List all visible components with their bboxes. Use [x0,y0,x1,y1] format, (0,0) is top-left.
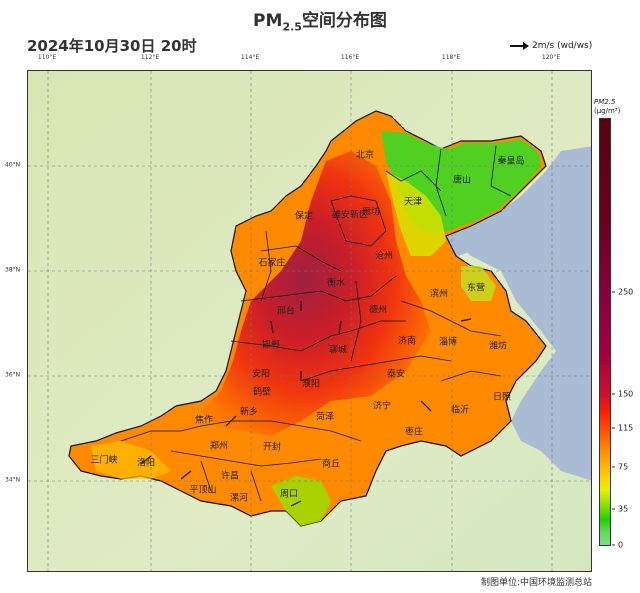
city-label: 衡水 [326,278,346,289]
sea-area [461,146,591,481]
lon-tick: 112°E [140,54,160,61]
city-label: 洛阳 [136,458,156,469]
colorbar-tick-label: 35 [618,504,629,514]
lat-tick: 36°N [5,371,21,379]
colorbar-title-unit: (μg/m³) [594,107,621,115]
city-label: 许昌 [220,471,240,482]
city-label: 三门峡 [90,455,118,466]
wind-arrows [140,301,472,507]
city-label: 濮阳 [301,379,321,390]
city-label: 安阳 [251,369,271,380]
colorbar-tick: 0 [612,541,623,550]
city-label: 开封 [262,442,282,453]
colorbar-tick-label: 250 [618,287,634,297]
city-label: 滨州 [429,289,449,300]
city-label: 泰安 [386,369,406,380]
city-label: 唐山 [452,175,472,186]
lon-tick: 118°E [441,54,461,61]
wind-legend: 2m/s (wd/ws) [510,41,592,51]
city-label: 北京 [355,150,375,161]
city-label: 廊坊 [361,207,381,218]
city-label: 雄安新区 [331,210,369,221]
city-label: 邢台 [276,306,296,317]
city-label: 平顶山 [189,485,217,496]
map-panel[interactable]: 北京 秦皇岛 唐山 天津 保定 雄安新区 廊坊 沧州 石家庄 衡水 东营 滨州 … [27,70,592,572]
city-label: 焦作 [194,415,214,426]
colorbar-tick-label: 75 [618,462,629,472]
title-suffix: 空间分布图 [301,11,387,31]
wind-legend-label: 2m/s (wd/ws) [532,41,593,51]
chart-title: PM2.5空间分布图 [0,6,640,33]
city-label: 济南 [397,336,417,347]
city-label: 新乡 [239,407,259,418]
lat-tick: 38°N [5,266,21,274]
title-main: PM [253,11,283,31]
colorbar [599,118,611,546]
colorbar-tick: 115 [612,424,633,433]
colorbar-tick: 75 [612,463,628,472]
city-label: 德州 [368,305,388,316]
lat-tick: 40°N [5,161,21,169]
high-pollution-zone [201,151,431,436]
city-label: 鹤壁 [252,387,272,398]
city-label: 周口 [279,489,299,500]
city-label: 潍坊 [488,341,508,352]
lat-tick: 34°N [5,476,21,484]
attribution: 制图单位:中国环境监测总站 [480,578,592,588]
city-label: 郑州 [209,441,229,452]
yellow-zone-dongying [461,266,496,301]
city-label: 漯河 [229,493,249,504]
city-label: 天津 [403,197,423,208]
colorbar-tick-label: 115 [618,423,634,433]
city-label: 日照 [492,392,512,403]
colorbar-title: PM2.5 (μg/m³) [594,98,620,116]
map-svg [28,71,591,571]
lon-tick: 120°E [541,54,561,61]
city-label: 菏泽 [315,412,335,423]
colorbar-title-pollutant: PM2.5 [594,98,616,106]
title-subscript: 2.5 [282,20,302,34]
yellow-zone-tianjin [386,171,446,256]
lon-tick: 114°E [240,54,260,61]
city-label: 邯郸 [261,340,281,351]
datetime-subtitle: 2024年10月30日 20时 [27,37,197,55]
lon-tick: 110°E [37,54,57,61]
city-label: 石家庄 [258,258,286,269]
colorbar-tick-label: 0 [618,540,624,550]
city-label: 保定 [294,211,314,222]
city-label: 枣庄 [404,427,424,438]
city-label: 临沂 [450,405,470,416]
city-label: 秦皇岛 [497,156,525,167]
lon-tick: 116°E [340,54,360,61]
colorbar-tick: 35 [612,505,628,514]
city-label: 东营 [466,283,486,294]
city-label: 沧州 [374,251,394,262]
city-label: 商丘 [321,459,341,470]
city-label: 聊城 [328,345,348,356]
city-label: 济宁 [372,401,392,412]
colorbar-tick-label: 150 [618,389,634,399]
wind-arrow-icon [510,42,529,50]
city-label: 淄博 [438,337,458,348]
colorbar-tick: 250 [612,288,633,297]
colorbar-tick: 150 [612,390,633,399]
